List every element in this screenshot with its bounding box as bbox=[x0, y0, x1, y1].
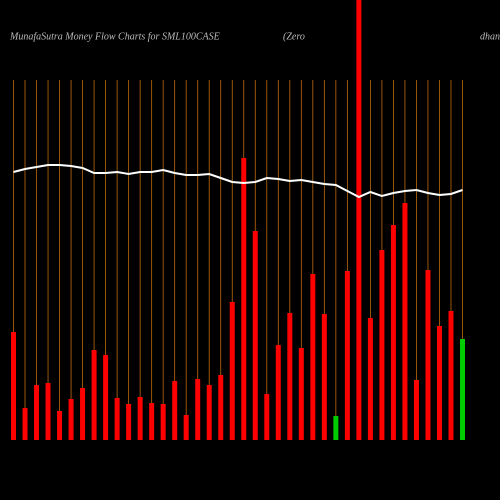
bar bbox=[298, 348, 304, 440]
bar bbox=[333, 416, 339, 440]
bar bbox=[229, 302, 235, 440]
bar bbox=[11, 332, 16, 440]
bar bbox=[80, 388, 86, 440]
bar bbox=[149, 403, 155, 440]
bar bbox=[195, 379, 201, 440]
bar bbox=[367, 318, 373, 440]
bar bbox=[137, 397, 143, 440]
bar bbox=[160, 404, 166, 440]
bar bbox=[114, 398, 120, 440]
bar bbox=[390, 225, 396, 440]
annotation: dhan bbox=[480, 31, 500, 42]
bar bbox=[356, 0, 362, 440]
chart-title: MunafaSutra Money Flow Charts for SML100… bbox=[9, 31, 220, 42]
bar bbox=[321, 314, 327, 440]
bar bbox=[448, 311, 454, 440]
bar bbox=[310, 274, 316, 440]
bar bbox=[34, 385, 40, 440]
bar bbox=[264, 394, 270, 440]
bar bbox=[206, 385, 212, 440]
bar bbox=[425, 270, 431, 440]
bar bbox=[183, 415, 189, 440]
bar bbox=[275, 345, 281, 440]
bar bbox=[413, 380, 419, 440]
bar bbox=[402, 203, 408, 440]
bar bbox=[103, 355, 109, 440]
bar bbox=[436, 326, 442, 440]
bar bbox=[287, 313, 293, 440]
line bbox=[13, 164, 463, 199]
bar bbox=[460, 339, 465, 440]
bar bbox=[91, 350, 97, 440]
bar bbox=[68, 399, 74, 440]
bar bbox=[379, 250, 385, 440]
bar bbox=[252, 231, 258, 440]
bar bbox=[172, 381, 178, 440]
bar bbox=[344, 271, 350, 440]
bar bbox=[126, 404, 132, 440]
bar bbox=[218, 375, 224, 440]
chart-subtitle: (Zero bbox=[283, 31, 305, 42]
bar bbox=[22, 408, 28, 440]
bar bbox=[45, 383, 51, 440]
bar bbox=[57, 411, 63, 440]
bar bbox=[241, 158, 247, 440]
